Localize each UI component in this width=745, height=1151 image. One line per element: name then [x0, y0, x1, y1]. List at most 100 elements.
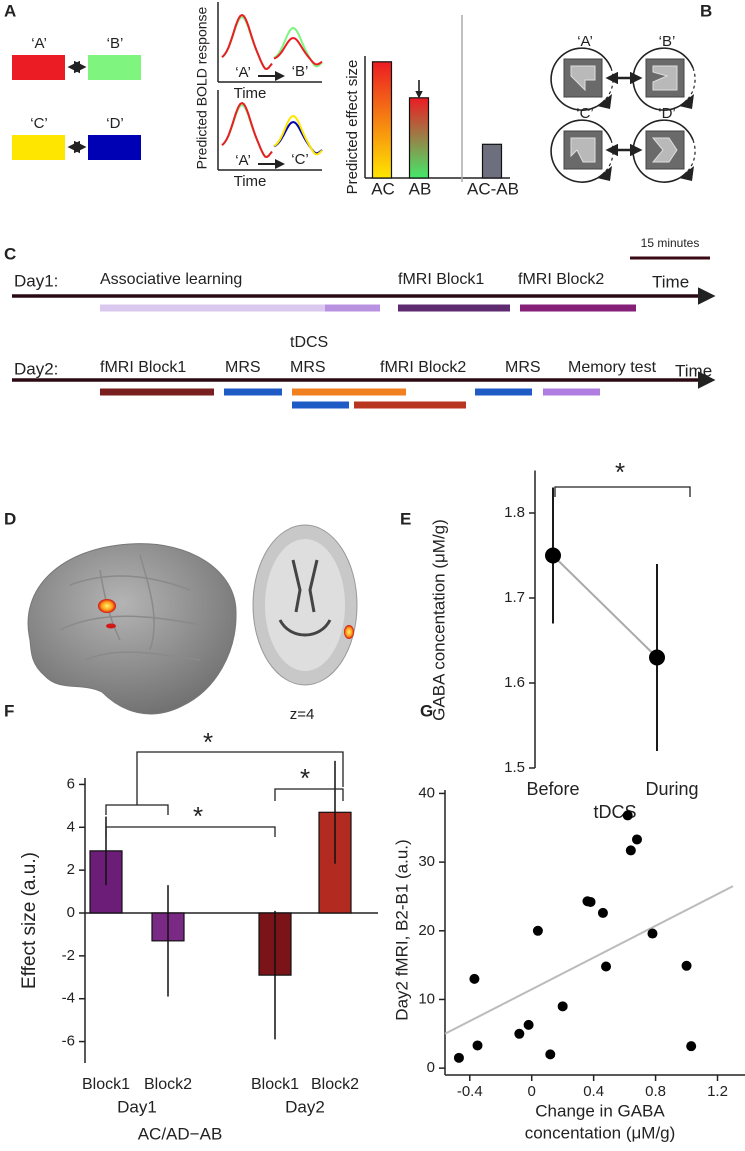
event-bar [543, 388, 600, 396]
rotation-circle [550, 119, 612, 183]
brain-axial-inner [265, 539, 345, 671]
x-tick-label: Block1 [251, 1076, 299, 1093]
point [625, 845, 636, 856]
event-bar [520, 304, 636, 312]
y-axis-label: Predicted effect size [344, 60, 361, 195]
sig-star: * [203, 727, 213, 757]
stimulus-label: ‘B’ [659, 33, 676, 50]
point [686, 1041, 697, 1052]
stimulus-label: ‘D’ [658, 105, 676, 122]
event-bar [398, 304, 510, 312]
y-tick-label: 20 [418, 922, 435, 939]
y-tick-label: 1.7 [504, 589, 525, 606]
point [601, 961, 612, 972]
x-tick-label: 0 [528, 1083, 536, 1100]
bold-curve [221, 13, 273, 71]
time-label: Time [675, 361, 712, 380]
rotation-arrowhead [679, 94, 694, 109]
rotation-arrowhead [597, 94, 612, 109]
event-label: tDCS [290, 334, 328, 351]
y-tick-label: 0 [427, 1059, 435, 1076]
color-square [12, 55, 65, 80]
bold-to: ‘C’ [291, 151, 309, 168]
y-tick-label: 1.5 [504, 759, 525, 776]
event-label: MRS [225, 359, 261, 376]
x-tick-label: AC [371, 179, 395, 198]
square-label: ‘D’ [106, 115, 124, 132]
connector [552, 554, 658, 659]
time-label: Time [652, 272, 689, 291]
activation [344, 625, 354, 639]
sig-bracket [105, 826, 276, 837]
event-bar [100, 304, 325, 312]
event-label: fMRI Block1 [398, 271, 484, 288]
x-tick-label: Block1 [82, 1076, 130, 1093]
stimulus-shape [651, 137, 678, 163]
y-tick-label: -2 [62, 947, 75, 964]
ventricle [278, 619, 332, 637]
brain-sulcus [139, 554, 155, 651]
sig-star: * [300, 763, 310, 793]
ventricle [308, 559, 319, 613]
point [681, 960, 692, 971]
sig-bracket [136, 751, 344, 787]
x-tick-label: -0.4 [457, 1083, 483, 1100]
x-tick-label: AC-AB [467, 179, 519, 198]
activation [106, 623, 116, 629]
rotation-arrowhead [597, 166, 612, 181]
stimulus-label: ‘A’ [577, 33, 593, 50]
point [585, 896, 596, 907]
point [523, 1019, 534, 1030]
bar [481, 143, 503, 179]
sig-bracket [105, 804, 169, 815]
stimulus-shape [570, 65, 596, 92]
trendline [444, 885, 734, 1035]
y-tick-label: 40 [418, 784, 435, 801]
x-axis-label: Change in GABA [535, 1101, 665, 1120]
slice-label: z=4 [290, 706, 315, 723]
point [545, 1049, 556, 1060]
bold-curve [273, 26, 323, 68]
ventricle [291, 559, 302, 613]
y-axis-label: GABA concentation (μM/g) [429, 519, 448, 721]
point [557, 1001, 568, 1012]
brain-sulcus [69, 575, 191, 591]
bar [408, 97, 430, 179]
y-axis-label: Day2 fMRI, B2-B1 (a.u.) [392, 839, 411, 1020]
event-label: fMRI Block2 [380, 359, 466, 376]
event-bar [325, 304, 380, 312]
event-label: fMRI Block1 [100, 359, 186, 376]
group-label: Day2 [285, 1097, 325, 1116]
x-axis-label: concentation (μM/g) [525, 1123, 676, 1142]
y-axis-label: Effect size (a.u.) [19, 852, 40, 989]
y-tick-label: 1.8 [504, 504, 525, 521]
color-square [88, 135, 141, 160]
bold-curve [273, 114, 323, 156]
bar [371, 61, 393, 179]
panel-label: F [4, 701, 14, 720]
x-tick-label: Before [526, 779, 579, 799]
point [647, 928, 658, 939]
bold-from: ‘A’ [235, 152, 251, 169]
stimulus-shape [570, 137, 596, 163]
event-label: MRS [290, 359, 326, 376]
y-tick-label: -6 [62, 1033, 75, 1050]
point [514, 1028, 525, 1039]
event-bar [475, 388, 532, 396]
event-bar [292, 388, 406, 396]
point [622, 810, 633, 821]
panel-label: B [700, 1, 712, 20]
square-label: ‘C’ [30, 115, 48, 132]
bold-from: ‘A’ [235, 64, 251, 81]
scale-label: 15 minutes [641, 236, 700, 250]
bold-xlabel: Time [234, 173, 267, 190]
rotation-dashed [686, 67, 696, 101]
event-label: Associative learning [100, 271, 242, 288]
sig-bracket [554, 486, 691, 497]
event-bar [354, 401, 466, 409]
rotation-arrowhead [679, 166, 694, 181]
x-tick-label: AB [409, 179, 432, 198]
stimulus-label: ‘C’ [576, 105, 594, 122]
y-tick-label: 2 [67, 861, 75, 878]
